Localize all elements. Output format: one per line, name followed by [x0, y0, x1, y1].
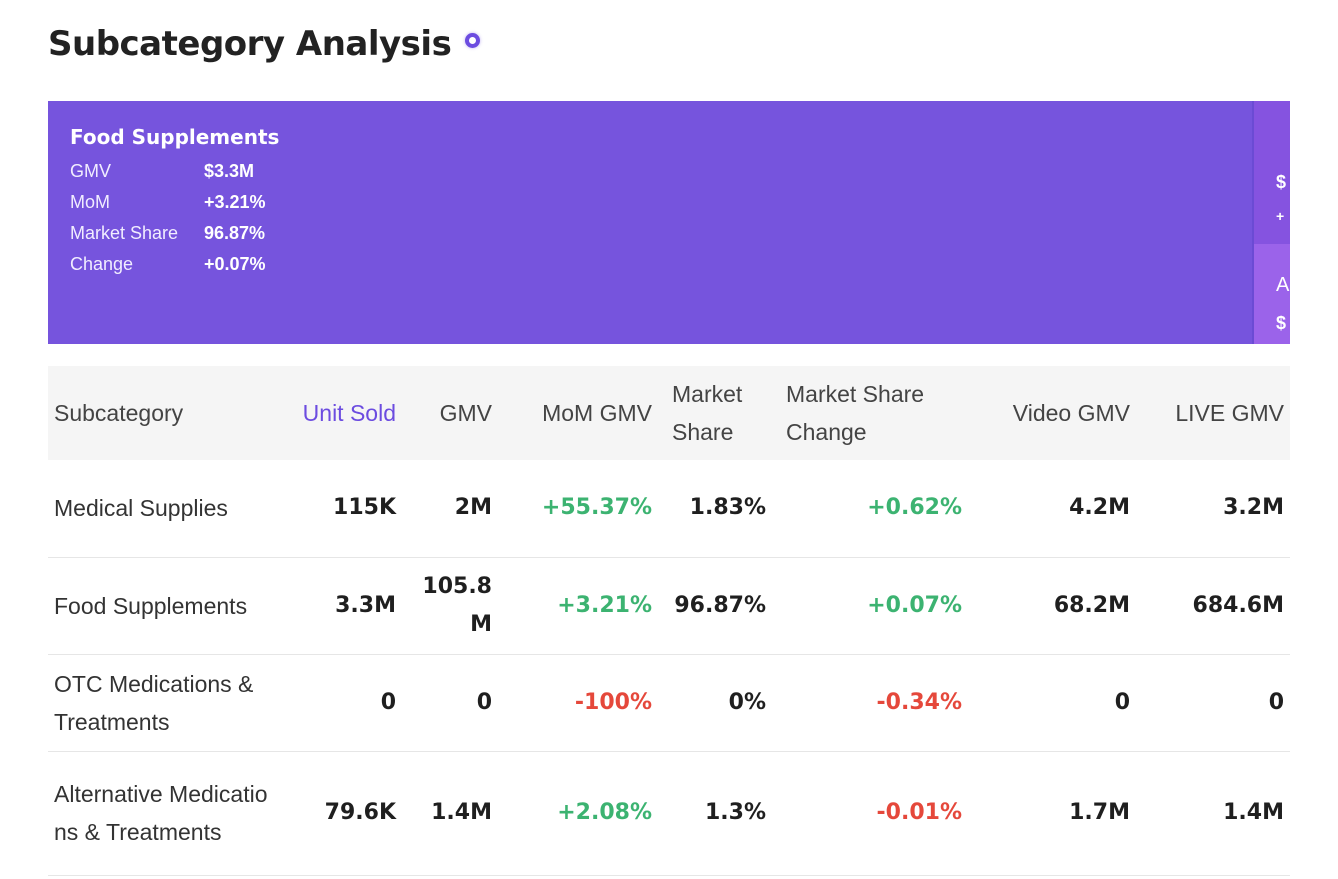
cell-market-share-change: -0.34% [772, 654, 968, 752]
table-header-row: Subcategory Unit Sold GMV MoM GMV Market… [48, 366, 1290, 460]
tile-side-a-line2: + [1276, 208, 1285, 224]
header-market-share-change[interactable]: Market Share Change [772, 366, 968, 460]
tile-label-gmv: GMV [70, 161, 112, 181]
cell-market-share-change: +0.07% [772, 557, 968, 655]
tile-label-mom: MoM [70, 192, 110, 212]
header-mom-gmv[interactable]: MoM GMV [498, 366, 658, 460]
tile-value-market-share: 96.87% [204, 223, 266, 243]
tile-value-gmv: $3.3M [204, 161, 255, 181]
cell-live-gmv: 3.2M [1136, 460, 1290, 558]
header-unit-sold[interactable]: Unit Sold [280, 366, 406, 460]
cell-mom-gmv: +3.21% [498, 557, 658, 655]
cell-live-gmv: 0 [1136, 654, 1290, 752]
cell-gmv: 2M [406, 460, 498, 558]
treemap-tile-food-supplements[interactable]: Food Supplements GMV $3.3M MoM +3.21% Ma… [48, 101, 1252, 344]
cell-mom-gmv: +2.08% [498, 751, 658, 876]
header-gmv[interactable]: GMV [406, 366, 498, 460]
cell-live-gmv: 1.4M [1136, 751, 1290, 876]
cell-market-share-change: -0.01% [772, 751, 968, 876]
treemap-tile-alternative-medications[interactable]: A $ [1252, 244, 1290, 344]
table-row[interactable]: Medical Supplies 115K 2M +55.37% 1.83% +… [48, 460, 1290, 558]
tile-stats: GMV $3.3M MoM +3.21% Market Share 96.87%… [70, 161, 1230, 275]
cell-gmv: 1.4M [406, 751, 498, 876]
tile-side-b-line2: $ [1276, 313, 1287, 333]
cell-market-share: 1.3% [658, 751, 772, 876]
tile-title: Food Supplements [70, 125, 280, 149]
table-row[interactable]: Food Supplements 3.3M 105.8M +3.21% 96.8… [48, 557, 1290, 655]
header-market-share[interactable]: Market Share [658, 366, 772, 460]
cell-market-share: 1.83% [658, 460, 772, 558]
tile-side-b-line1: A [1276, 274, 1290, 296]
tile-side-a-line1: $ [1276, 172, 1287, 192]
cell-gmv: 105.8M [406, 557, 498, 655]
tile-label-market-share: Market Share [70, 223, 179, 243]
cell-mom-gmv: +55.37% [498, 460, 658, 558]
cell-unit-sold: 79.6K [280, 751, 406, 876]
tile-value-mom: +3.21% [204, 192, 266, 212]
tile-label-change: Change [70, 254, 134, 274]
title-row: Subcategory Analysis [48, 24, 481, 64]
cell-live-gmv: 684.6M [1136, 557, 1290, 655]
cell-subcategory: Medical Supplies [48, 460, 280, 558]
cell-subcategory: Alternative Medications & Treatments [48, 751, 280, 876]
cell-mom-gmv: -100% [498, 654, 658, 752]
cell-unit-sold: 115K [280, 460, 406, 558]
table-row[interactable]: OTC Medications & Treatments 0 0 -100% 0… [48, 654, 1290, 752]
cell-market-share: 0% [658, 654, 772, 752]
cell-video-gmv: 68.2M [968, 557, 1136, 655]
cell-gmv: 0 [406, 654, 498, 752]
header-subcategory[interactable]: Subcategory [48, 366, 280, 460]
cell-unit-sold: 3.3M [280, 557, 406, 655]
page-title: Subcategory Analysis [48, 24, 452, 64]
info-dot-icon[interactable] [465, 32, 481, 48]
cell-unit-sold: 0 [280, 654, 406, 752]
cell-market-share: 96.87% [658, 557, 772, 655]
tile-value-change: +0.07% [204, 254, 266, 274]
header-video-gmv[interactable]: Video GMV [968, 366, 1136, 460]
cell-market-share-change: +0.62% [772, 460, 968, 558]
cell-subcategory: Food Supplements [48, 557, 280, 655]
treemap-tile-medical-supplies[interactable]: $ + [1252, 101, 1290, 244]
cell-subcategory: OTC Medications & Treatments [48, 654, 280, 752]
header-live-gmv[interactable]: LIVE GMV [1136, 366, 1290, 460]
subcategory-table: Subcategory Unit Sold GMV MoM GMV Market… [48, 366, 1290, 876]
cell-video-gmv: 0 [968, 654, 1136, 752]
table-row[interactable]: Alternative Medications & Treatments 79.… [48, 751, 1290, 876]
subcategory-treemap: Food Supplements GMV $3.3M MoM +3.21% Ma… [48, 101, 1290, 344]
cell-video-gmv: 4.2M [968, 460, 1136, 558]
cell-video-gmv: 1.7M [968, 751, 1136, 876]
